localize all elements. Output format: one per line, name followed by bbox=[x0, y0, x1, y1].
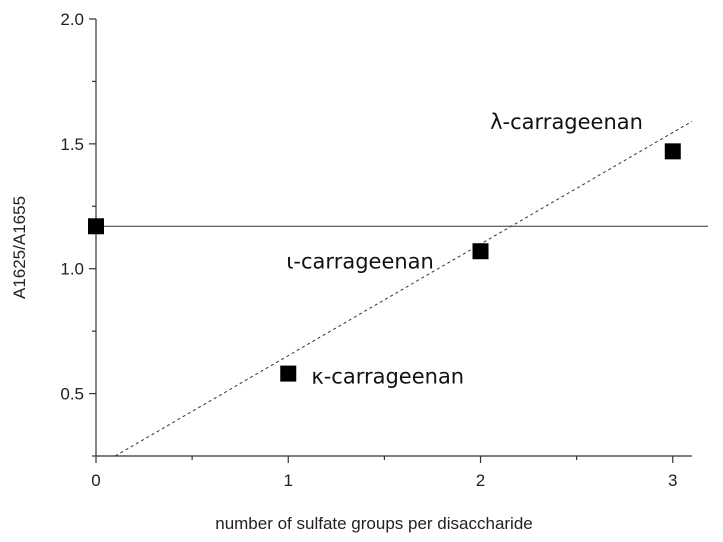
data-point bbox=[472, 243, 489, 260]
x-tick-label: 3 bbox=[668, 471, 677, 490]
point-annotation: κ-carrageenan bbox=[311, 365, 464, 389]
x-tick-label: 0 bbox=[91, 471, 100, 490]
data-points bbox=[88, 143, 681, 382]
y-tick-label: 0.5 bbox=[60, 385, 84, 404]
data-point bbox=[664, 143, 681, 160]
y-tick-label: 1.0 bbox=[60, 260, 84, 279]
x-tick-label: 1 bbox=[284, 471, 293, 490]
y-axis-label: A1625/A1655 bbox=[10, 196, 29, 299]
y-tick-label: 1.5 bbox=[60, 135, 84, 154]
fit-line bbox=[114, 120, 693, 457]
lines bbox=[96, 120, 708, 457]
x-axis-label: number of sulfate groups per disaccharid… bbox=[215, 514, 533, 533]
data-point bbox=[280, 365, 297, 382]
point-annotation: ι-carrageenan bbox=[286, 250, 434, 274]
y-tick-label: 2.0 bbox=[60, 10, 84, 29]
x-tick-label: 2 bbox=[476, 471, 485, 490]
data-point bbox=[88, 218, 104, 235]
point-annotation: λ-carrageenan bbox=[490, 110, 643, 134]
axes: 0.5 1.0 1.5 2.0 0 1 2 3 number of sulfate groups… bbox=[10, 10, 692, 533]
labels: κ-carrageenan ι-carrageenan λ-carrageenan bbox=[286, 110, 643, 389]
